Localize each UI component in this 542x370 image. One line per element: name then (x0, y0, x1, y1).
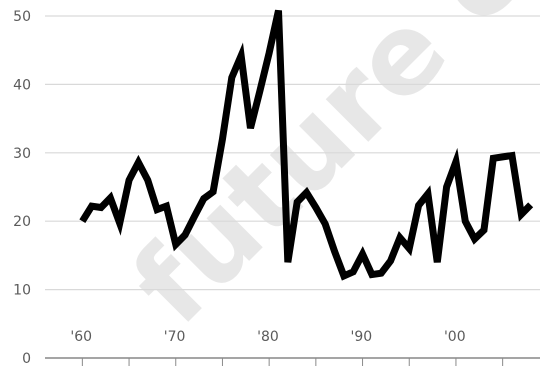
axis-layer: 0 10 20 30 40 50 '60 '70 '80 '90 '00 (13, 9, 540, 367)
x-tick-label-2000: '00 (444, 329, 466, 345)
y-tick-label-20: 20 (13, 214, 31, 230)
grid-layer (45, 15, 540, 291)
series-line-0 (79, 9, 534, 281)
watermark-text: future co 560 (108, 0, 542, 348)
series-layer (79, 9, 534, 281)
x-tick-label-1970: '70 (164, 329, 186, 345)
x-tick-label-1960: '60 (70, 329, 92, 345)
y-tick-label-0: 0 (22, 351, 31, 367)
y-tick-label-30: 30 (13, 146, 31, 162)
y-tick-label-10: 10 (13, 283, 31, 299)
y-tick-label-50: 50 (13, 9, 31, 25)
x-tick-label-1990: '90 (351, 329, 373, 345)
y-tick-label-40: 40 (13, 77, 31, 93)
x-tick-label-1980: '80 (257, 329, 279, 345)
